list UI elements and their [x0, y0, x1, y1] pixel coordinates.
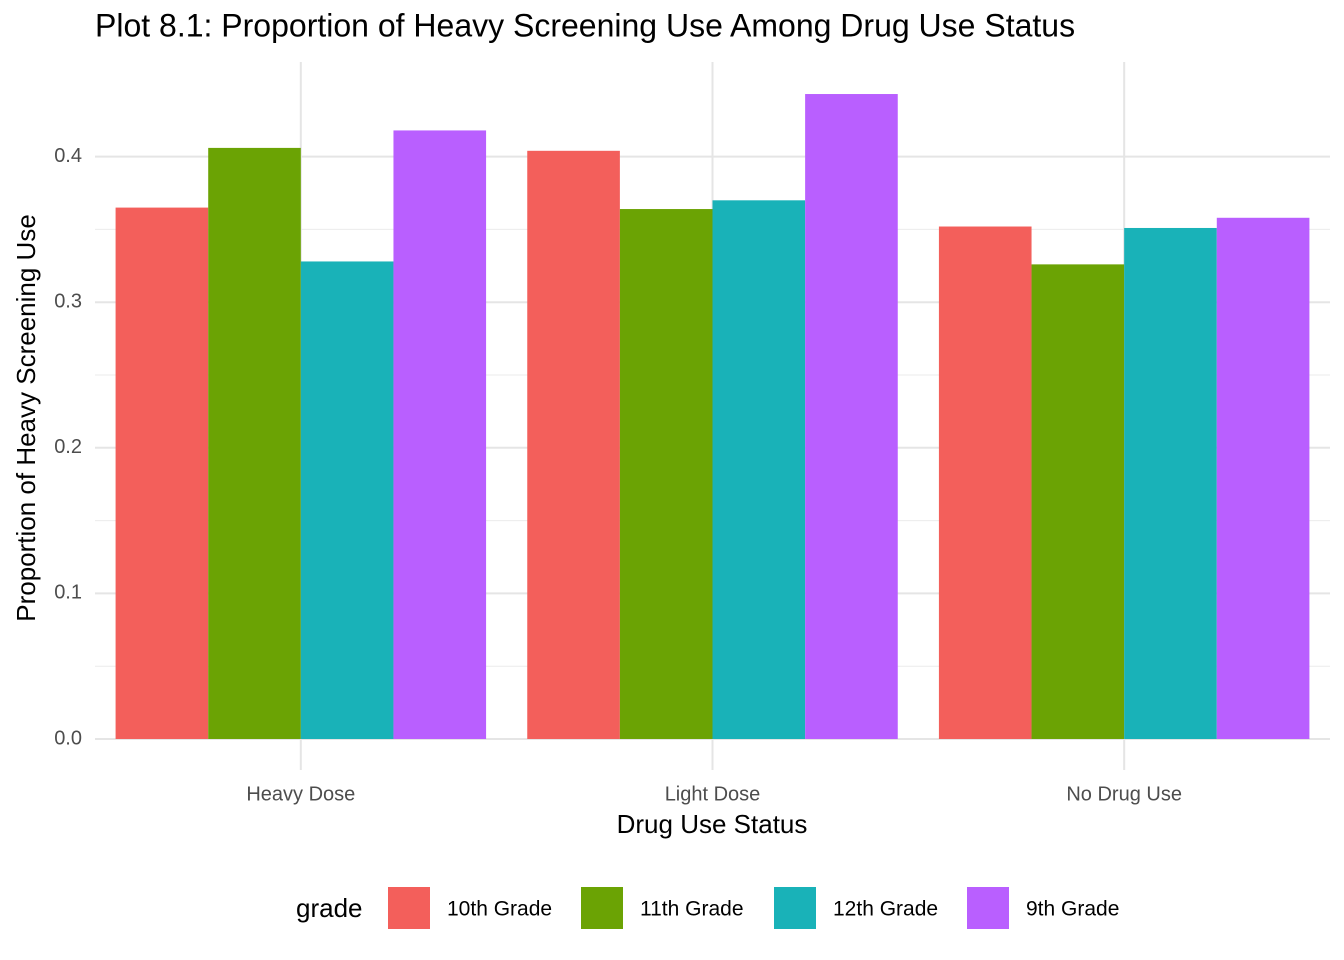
- bar: [527, 150, 620, 739]
- legend-label: 9th Grade: [1026, 898, 1119, 921]
- legend-swatch: [967, 887, 1009, 929]
- legend-swatch: [774, 887, 816, 929]
- legend-title: grade: [296, 893, 363, 923]
- legend-label: 10th Grade: [447, 898, 552, 921]
- bar: [938, 226, 1032, 739]
- y-tick-label: 0.0: [54, 727, 82, 749]
- y-tick-label: 0.3: [54, 291, 82, 313]
- y-axis-title: Proportion of Heavy Screening Use: [11, 214, 41, 622]
- x-tick-label: Heavy Dose: [246, 783, 355, 805]
- bar: [805, 94, 898, 739]
- x-axis-title: Drug Use Status: [617, 809, 808, 839]
- bar: [619, 209, 713, 739]
- bar: [712, 200, 806, 739]
- legend-label: 11th Grade: [640, 898, 744, 921]
- bar: [1216, 217, 1310, 739]
- bar: [208, 147, 301, 739]
- bar: [300, 261, 394, 739]
- bar: [1031, 264, 1125, 739]
- legend-swatch: [388, 887, 430, 929]
- y-tick-label: 0.2: [54, 436, 82, 458]
- x-tick-label: No Drug Use: [1066, 783, 1182, 805]
- y-tick-label: 0.1: [54, 582, 82, 604]
- bar: [115, 207, 209, 739]
- y-tick-label: 0.4: [54, 145, 82, 167]
- chart-title: Plot 8.1: Proportion of Heavy Screening …: [95, 7, 1075, 43]
- x-tick-label: Light Dose: [665, 783, 761, 805]
- bar: [1124, 227, 1217, 739]
- bar: [393, 130, 487, 739]
- legend-swatch: [581, 887, 623, 929]
- legend-label: 12th Grade: [833, 898, 938, 921]
